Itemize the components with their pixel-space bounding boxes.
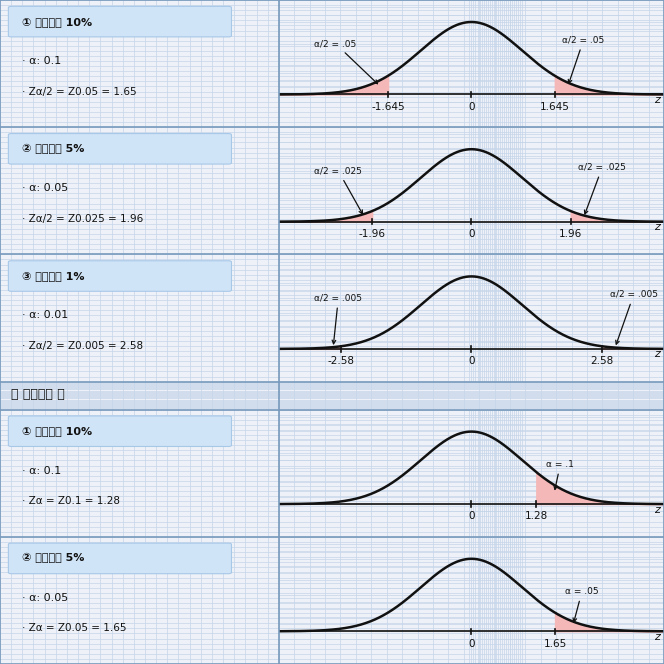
Text: 0: 0 [468, 102, 475, 112]
Text: z: z [654, 349, 660, 359]
Text: α/2 = .005: α/2 = .005 [610, 290, 658, 344]
Text: α/2 = .025: α/2 = .025 [578, 163, 626, 214]
Text: -1.645: -1.645 [371, 102, 405, 112]
Text: 0: 0 [468, 229, 475, 239]
Text: · Zα = Z0.05 = 1.65: · Zα = Z0.05 = 1.65 [23, 623, 127, 633]
Text: 0: 0 [468, 639, 475, 649]
FancyBboxPatch shape [9, 416, 232, 446]
Text: ① 유의수준 10%: ① 유의수준 10% [23, 426, 92, 436]
Text: α/2 = .005: α/2 = .005 [314, 293, 363, 344]
Text: · α: 0.1: · α: 0.1 [23, 465, 62, 475]
Text: ② 유의수준 5%: ② 유의수준 5% [23, 553, 85, 564]
FancyBboxPatch shape [9, 261, 232, 291]
FancyBboxPatch shape [9, 7, 232, 37]
Text: 1.645: 1.645 [540, 102, 570, 112]
Text: · α: 0.05: · α: 0.05 [23, 183, 68, 193]
Text: · Zα/2 = Z0.025 = 1.96: · Zα/2 = Z0.025 = 1.96 [23, 214, 143, 224]
Text: z: z [654, 505, 660, 515]
Text: ① 유의수준 10%: ① 유의수준 10% [23, 17, 92, 27]
Text: α/2 = .05: α/2 = .05 [562, 35, 605, 83]
FancyBboxPatch shape [9, 543, 232, 574]
Text: α/2 = .025: α/2 = .025 [314, 166, 363, 214]
Text: α/2 = .05: α/2 = .05 [314, 39, 377, 84]
Text: ③ 유의수준 1%: ③ 유의수준 1% [23, 271, 85, 281]
Text: 1.65: 1.65 [543, 639, 566, 649]
Text: 0: 0 [468, 356, 475, 366]
Text: α = .05: α = .05 [565, 587, 599, 622]
Text: z: z [654, 222, 660, 232]
FancyBboxPatch shape [9, 133, 232, 164]
Text: · α: 0.1: · α: 0.1 [23, 56, 62, 66]
Text: ＜ 단측검정 ＞: ＜ 단측검정 ＞ [11, 388, 65, 400]
Text: · Zα/2 = Z0.005 = 2.58: · Zα/2 = Z0.005 = 2.58 [23, 341, 143, 351]
Text: z: z [654, 631, 660, 641]
Text: z: z [654, 95, 660, 105]
Text: · Zα = Z0.1 = 1.28: · Zα = Z0.1 = 1.28 [23, 496, 120, 506]
Text: 1.96: 1.96 [559, 229, 582, 239]
Text: · α: 0.01: · α: 0.01 [23, 311, 68, 321]
Text: -1.96: -1.96 [359, 229, 386, 239]
Text: 2.58: 2.58 [590, 356, 614, 366]
Text: 1.28: 1.28 [525, 511, 548, 521]
Text: · α: 0.05: · α: 0.05 [23, 593, 68, 603]
Text: · Zα/2 = Z0.05 = 1.65: · Zα/2 = Z0.05 = 1.65 [23, 86, 137, 96]
Text: α = .1: α = .1 [546, 459, 574, 489]
Text: -2.58: -2.58 [327, 356, 354, 366]
Text: ② 유의수준 5%: ② 유의수준 5% [23, 144, 85, 154]
Text: 0: 0 [468, 511, 475, 521]
